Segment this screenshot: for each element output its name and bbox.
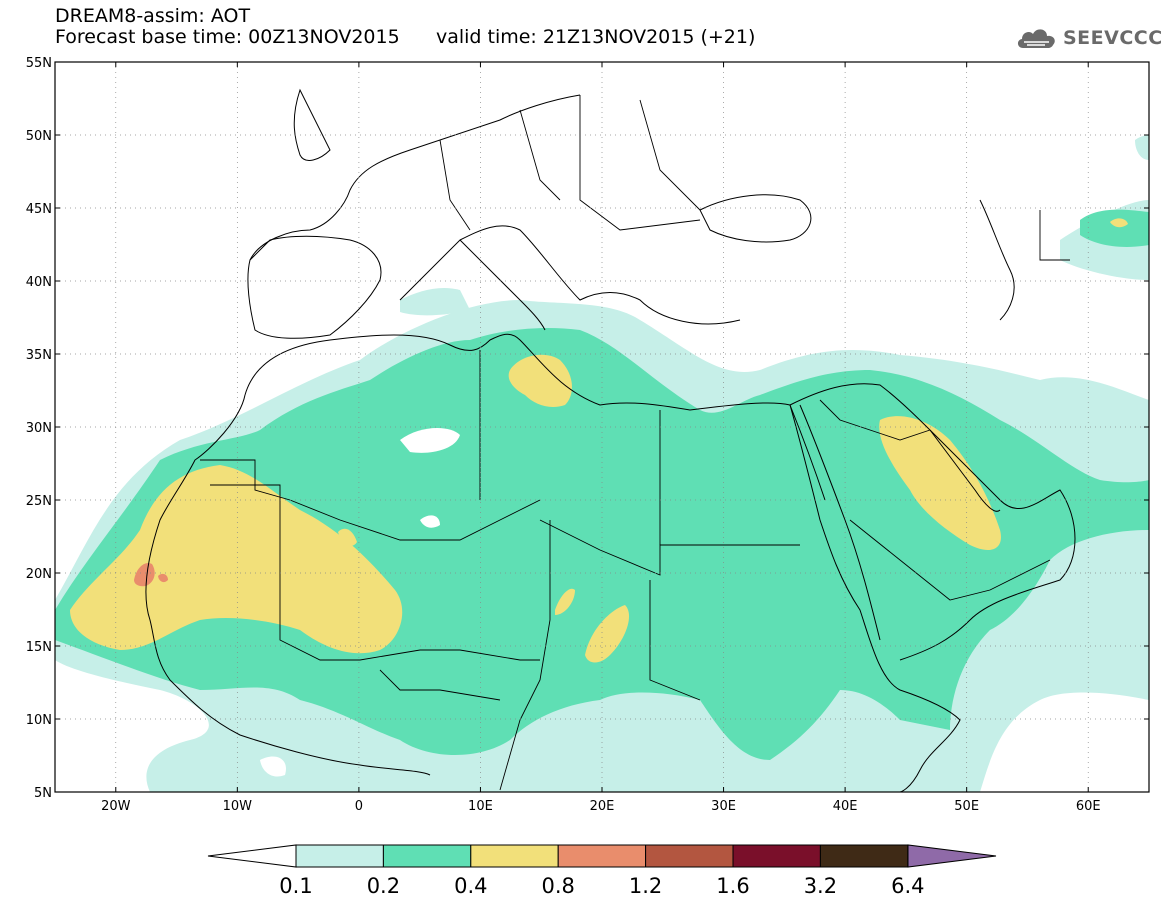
aot-field-0.2 xyxy=(55,328,1149,760)
colorbar: 0.1 0.2 0.4 0.8 1.2 1.6 3.2 6.4 xyxy=(207,844,997,898)
colorbar-label: 1.6 xyxy=(716,874,749,898)
colorbar-swatch xyxy=(470,844,559,868)
clear-pocket xyxy=(400,428,460,453)
aot-field-0.1 xyxy=(400,288,470,316)
colorbar-label: 0.4 xyxy=(454,874,487,898)
clear-pocket xyxy=(420,515,440,528)
latitude-labels: 55N 50N 45N 40N 35N 30N 25N 20N 15N 10N 5N xyxy=(26,56,52,801)
coastline-caspian xyxy=(979,199,1015,321)
coastline-italy xyxy=(459,239,546,331)
colorbar-swatch xyxy=(645,844,734,868)
lat-label: 5N xyxy=(34,786,52,801)
coastline-persian-gulf xyxy=(929,429,1001,512)
aot-field-0.4 xyxy=(338,528,357,546)
lat-label: 45N xyxy=(26,202,52,217)
aot-field-0.2 xyxy=(1080,209,1149,247)
seevccc-logo: SEEVCCC xyxy=(1015,24,1163,52)
lat-label: 10N xyxy=(26,713,52,728)
lon-label: 10W xyxy=(223,799,253,814)
lon-label: 0 xyxy=(355,799,363,814)
aot-field-0.8 xyxy=(158,573,168,583)
aot-field-0.4 xyxy=(508,354,572,407)
forecast-base-time: Forecast base time: 00Z13NOV2015 xyxy=(55,26,400,48)
colorbar-label: 6.4 xyxy=(891,874,924,898)
lat-label: 20N xyxy=(26,567,52,582)
longitude-labels: 20W 10W 0 10E 20E 30E 40E 50E 60E xyxy=(101,799,1101,814)
cloud-icon xyxy=(1017,29,1055,48)
lon-label: 20E xyxy=(590,799,615,814)
coastline-africa xyxy=(244,333,961,792)
coastline-arabia xyxy=(789,383,1076,661)
lat-label: 55N xyxy=(26,56,52,71)
aot-field-0.8 xyxy=(134,562,155,587)
coastline-iberia xyxy=(247,235,382,339)
colorbar-label: 0.2 xyxy=(367,874,400,898)
borders xyxy=(200,95,1070,791)
colorbar-high-arrow xyxy=(907,844,997,868)
lon-label: 40E xyxy=(833,799,858,814)
aot-field-0.4 xyxy=(879,416,1001,550)
colorbar-swatch xyxy=(295,844,384,868)
colorbar-low-arrow xyxy=(207,844,297,868)
colorbar-label: 0.8 xyxy=(541,874,574,898)
aot-field-0.4 xyxy=(70,465,403,654)
aot-field-0.1 xyxy=(1135,135,1149,160)
aot-field-0.4 xyxy=(1110,218,1128,228)
coastline-west-africa xyxy=(145,394,431,776)
time-info: Forecast base time: 00Z13NOV2015 valid t… xyxy=(55,27,755,47)
map-title: DREAM8-assim: AOT xyxy=(55,5,251,27)
lon-label: 20W xyxy=(101,799,131,814)
colorbar-swatch xyxy=(732,844,821,868)
axis-ticks xyxy=(55,61,1149,793)
lat-label: 30N xyxy=(26,421,52,436)
valid-time: valid time: 21Z13NOV2015 (+21) xyxy=(435,26,756,48)
colorbar-label: 0.1 xyxy=(279,874,312,898)
colorbar-swatch xyxy=(819,844,909,868)
lon-label: 50E xyxy=(954,799,979,814)
coastline-red-sea xyxy=(789,404,881,641)
aot-field-0.4 xyxy=(585,605,630,663)
lat-label: 35N xyxy=(26,348,52,363)
coastline-black-sea xyxy=(699,194,812,243)
aot-fields xyxy=(55,135,1149,792)
clear-pocket xyxy=(260,756,286,777)
lat-label: 15N xyxy=(26,640,52,655)
graticule xyxy=(55,62,1149,792)
colorbar-label: 3.2 xyxy=(804,874,837,898)
coastline-europe xyxy=(249,94,741,325)
lon-label: 60E xyxy=(1076,799,1101,814)
lat-label: 40N xyxy=(26,275,52,290)
lat-label: 50N xyxy=(26,129,52,144)
coastlines xyxy=(145,88,1076,792)
lat-label: 25N xyxy=(26,494,52,509)
colorbar-label: 1.2 xyxy=(629,874,662,898)
colorbar-swatch xyxy=(382,844,472,868)
aot-field-0.4 xyxy=(555,588,575,615)
colorbar-swatch xyxy=(557,844,647,868)
coastline-britain xyxy=(293,88,331,161)
lon-label: 10E xyxy=(468,799,493,814)
lon-label: 30E xyxy=(711,799,736,814)
logo-text: SEEVCCC xyxy=(1063,27,1163,49)
